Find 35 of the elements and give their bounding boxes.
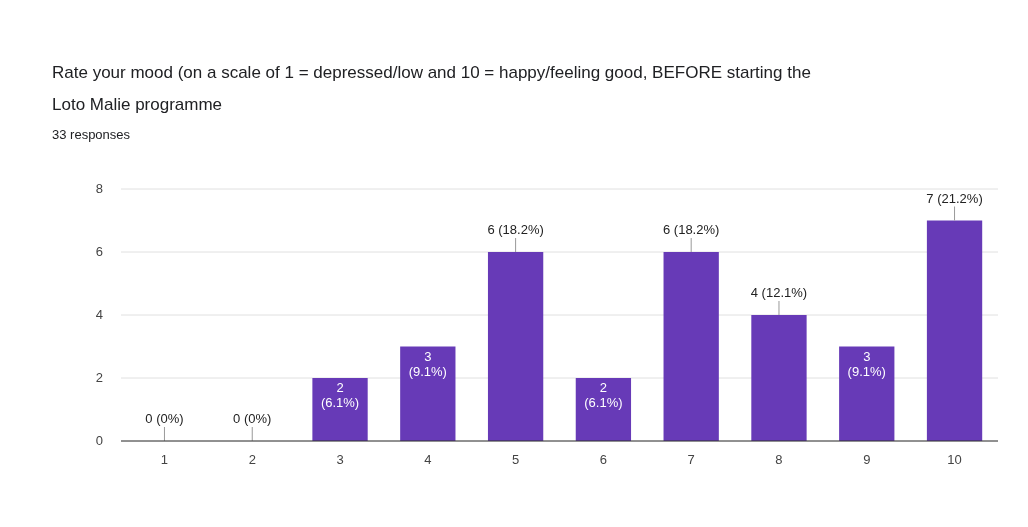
y-tick-label: 4 bbox=[95, 307, 103, 322]
data-label: 3 (9.1%) bbox=[847, 348, 886, 379]
x-tick-label: 7 bbox=[687, 452, 695, 467]
data-label: 6 (18.2%) bbox=[487, 222, 544, 237]
data-label: 0 (0%) bbox=[145, 411, 184, 426]
data-label: 6 (18.2%) bbox=[662, 222, 720, 237]
y-tick-label: 6 bbox=[95, 244, 103, 259]
data-label: 2 (6.1%) bbox=[320, 380, 360, 410]
data-label: 3 (9.1%) bbox=[408, 348, 447, 379]
chart-subtitle: 33 responses bbox=[52, 127, 131, 142]
y-tick-label: 2 bbox=[95, 370, 103, 385]
bar bbox=[575, 378, 632, 441]
x-tick-label: 2 bbox=[248, 452, 256, 467]
bar bbox=[839, 346, 895, 441]
x-tick-label: 5 bbox=[511, 452, 520, 467]
x-tick-label: 4 bbox=[424, 452, 432, 467]
y-tick-label: 8 bbox=[95, 181, 103, 196]
data-label: 7 (21.2%) bbox=[926, 190, 983, 206]
chart-title: Rate your mood (on a scale of 1 = depressed/low and 10 = happy/feeling good, BEFORE starting the Loto Malie programme bbox=[52, 63, 811, 114]
bar bbox=[926, 220, 983, 441]
y-tick-label: 0 bbox=[95, 433, 103, 448]
bar bbox=[487, 252, 544, 441]
x-tick-label: 10 bbox=[947, 452, 962, 467]
bar bbox=[663, 252, 719, 441]
data-label: 2 (6.1%) bbox=[584, 380, 623, 410]
x-tick-label: 1 bbox=[160, 452, 169, 467]
x-tick-label: 3 bbox=[336, 452, 344, 467]
bar bbox=[751, 315, 807, 441]
bar bbox=[400, 346, 456, 441]
x-tick-label: 8 bbox=[775, 452, 783, 467]
data-label: 4 (12.1%) bbox=[750, 285, 808, 300]
x-tick-label: 6 bbox=[599, 452, 608, 467]
data-label: 0 (0%) bbox=[233, 411, 272, 426]
x-tick-label: 9 bbox=[863, 452, 871, 467]
bar bbox=[312, 378, 368, 441]
